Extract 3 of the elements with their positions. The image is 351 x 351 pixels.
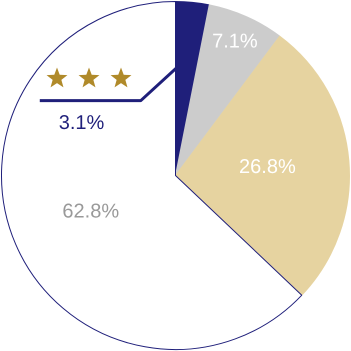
data-label: 3.1% [58, 112, 105, 134]
data-label: 62.8% [62, 200, 120, 222]
data-label: 26.8% [239, 156, 296, 178]
